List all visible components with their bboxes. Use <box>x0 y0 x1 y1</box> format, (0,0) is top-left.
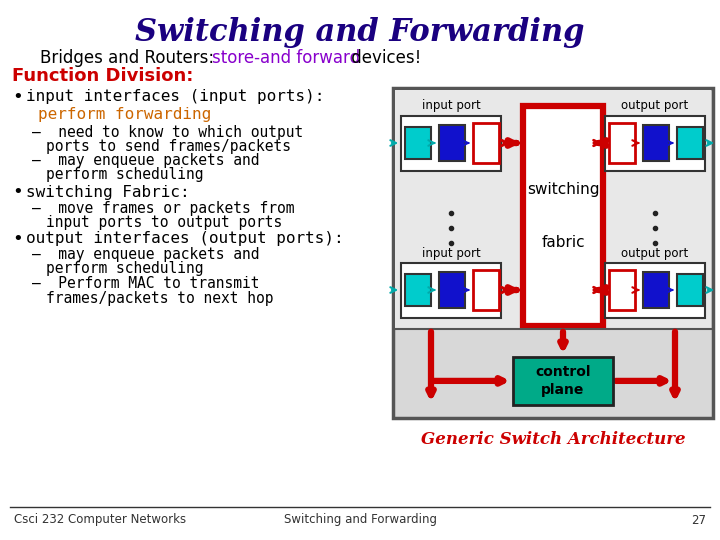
Bar <box>643 125 669 161</box>
Text: •: • <box>12 230 23 248</box>
Text: input interfaces (input ports):: input interfaces (input ports): <box>26 90 325 105</box>
Text: fabric: fabric <box>541 235 585 250</box>
Text: ports to send frames/packets: ports to send frames/packets <box>46 138 291 153</box>
Text: input port: input port <box>422 99 480 112</box>
Text: –  Perform MAC to transmit: – Perform MAC to transmit <box>32 276 259 292</box>
Text: perform forwarding: perform forwarding <box>38 107 211 123</box>
Text: Switching and Forwarding: Switching and Forwarding <box>135 17 585 48</box>
Text: –  move frames or packets from: – move frames or packets from <box>32 200 294 215</box>
Bar <box>439 272 465 308</box>
Text: frames/packets to next hop: frames/packets to next hop <box>46 291 274 306</box>
Text: •: • <box>12 88 23 106</box>
Text: devices!: devices! <box>346 49 421 67</box>
Text: output port: output port <box>621 246 688 260</box>
Text: input ports to output ports: input ports to output ports <box>46 214 282 230</box>
Bar <box>473 123 499 163</box>
Bar <box>513 357 613 405</box>
Bar <box>677 127 703 159</box>
Text: •: • <box>12 183 23 201</box>
Bar <box>677 274 703 306</box>
Text: Function Division:: Function Division: <box>12 67 194 85</box>
Text: output port: output port <box>621 99 688 112</box>
Text: Switching and Forwarding: Switching and Forwarding <box>284 514 436 526</box>
Text: Generic Switch Architecture: Generic Switch Architecture <box>420 431 685 449</box>
Bar <box>401 263 501 318</box>
Text: –  may enqueue packets and: – may enqueue packets and <box>32 247 259 262</box>
Bar <box>405 127 431 159</box>
Text: control
plane: control plane <box>535 364 590 397</box>
Bar <box>401 116 501 171</box>
Bar <box>609 123 635 163</box>
Text: perform scheduling: perform scheduling <box>46 167 204 183</box>
Text: output interfaces (output ports):: output interfaces (output ports): <box>26 232 343 246</box>
Bar <box>609 270 635 310</box>
Text: Csci 232 Computer Networks: Csci 232 Computer Networks <box>14 514 186 526</box>
Bar <box>473 270 499 310</box>
Text: Bridges and Routers:: Bridges and Routers: <box>40 49 220 67</box>
Bar <box>439 125 465 161</box>
Text: –  may enqueue packets and: – may enqueue packets and <box>32 153 259 168</box>
Text: store-and forward: store-and forward <box>212 49 360 67</box>
Bar <box>395 90 711 328</box>
Text: perform scheduling: perform scheduling <box>46 261 204 276</box>
Bar <box>405 274 431 306</box>
Text: 27: 27 <box>691 514 706 526</box>
Text: switching: switching <box>527 182 599 197</box>
Text: –  need to know to which output: – need to know to which output <box>32 125 303 139</box>
Bar <box>393 88 713 418</box>
Bar <box>605 116 705 171</box>
Bar <box>643 272 669 308</box>
Text: input port: input port <box>422 246 480 260</box>
Text: switching Fabric:: switching Fabric: <box>26 185 189 199</box>
Bar <box>523 106 603 326</box>
Bar <box>605 263 705 318</box>
